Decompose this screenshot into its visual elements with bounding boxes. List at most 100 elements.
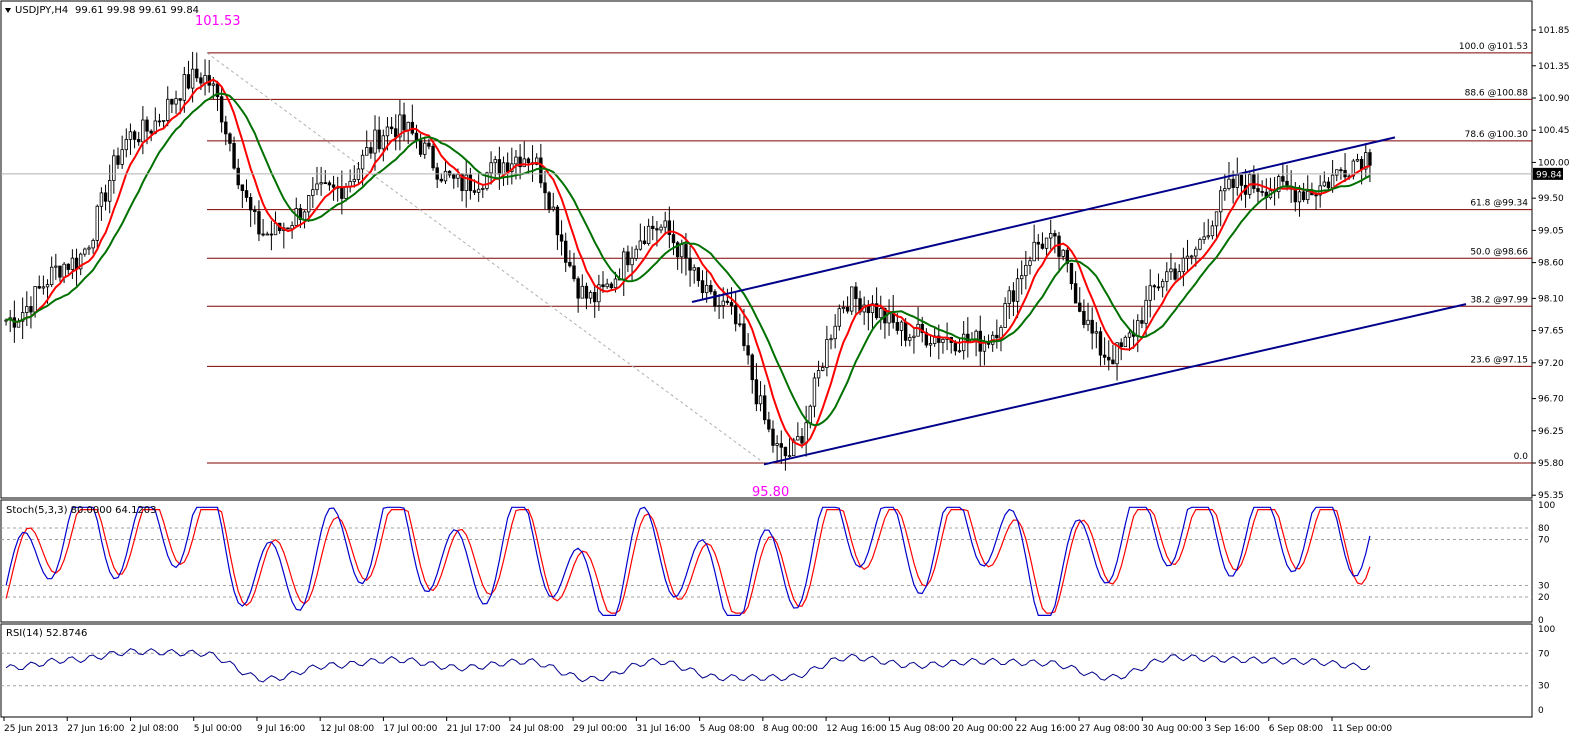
candle-body bbox=[1111, 359, 1115, 365]
candle-body bbox=[215, 83, 220, 98]
candle-body bbox=[572, 265, 576, 280]
candle-body bbox=[389, 126, 394, 130]
candle-body bbox=[157, 120, 162, 123]
candle-body bbox=[137, 139, 141, 143]
candle-body bbox=[738, 323, 742, 326]
candle-body bbox=[721, 300, 725, 306]
candle-body bbox=[481, 188, 485, 190]
candle-body bbox=[1007, 290, 1011, 304]
candle-body bbox=[514, 156, 518, 165]
candle-body bbox=[182, 74, 187, 101]
candle-body bbox=[1032, 241, 1036, 262]
candle-body bbox=[261, 233, 265, 236]
candle-body bbox=[1073, 283, 1078, 304]
main-panel-frame bbox=[0, 0, 1533, 499]
candle-body bbox=[580, 285, 584, 299]
candle-body bbox=[754, 379, 759, 405]
candle-body bbox=[675, 242, 680, 258]
candle-body bbox=[995, 334, 999, 339]
candle-body bbox=[895, 321, 900, 331]
candle-body bbox=[758, 395, 763, 405]
candle-body bbox=[66, 263, 70, 270]
candle-body bbox=[937, 335, 941, 343]
stoch-signal-line bbox=[5, 509, 1371, 614]
time-tick-label: 2 Jul 08:00 bbox=[130, 724, 179, 734]
stoch-tick-label: 30 bbox=[1538, 582, 1550, 592]
price-tick-label: 95.80 bbox=[1538, 459, 1564, 469]
candle-body bbox=[1152, 285, 1157, 288]
candle-body bbox=[327, 182, 332, 186]
candle-body bbox=[1107, 356, 1111, 361]
candle-body bbox=[178, 98, 182, 101]
candle-body bbox=[1252, 174, 1256, 189]
candle-body bbox=[1277, 176, 1281, 193]
candle-body bbox=[489, 162, 493, 174]
candle-body bbox=[1148, 285, 1152, 301]
candle-body bbox=[373, 129, 377, 154]
candle-body bbox=[1260, 191, 1264, 193]
candle-body bbox=[601, 284, 605, 288]
candle-body bbox=[1181, 257, 1186, 273]
candle-body bbox=[630, 257, 634, 266]
candle-body bbox=[1015, 278, 1020, 302]
candle-body bbox=[982, 342, 987, 352]
price-tick-label: 101.85 bbox=[1538, 26, 1570, 36]
candle-body bbox=[692, 267, 696, 271]
candle-body bbox=[1024, 264, 1028, 277]
candle-body bbox=[522, 158, 526, 168]
candle-body bbox=[439, 178, 444, 182]
candle-body bbox=[145, 119, 149, 132]
moving-averages-group bbox=[5, 78, 1371, 448]
triangle-down-icon[interactable] bbox=[5, 8, 11, 13]
candle-body bbox=[526, 158, 531, 164]
candle-body bbox=[377, 129, 381, 150]
candle-body bbox=[547, 192, 551, 210]
time-tick-label: 21 Jul 17:00 bbox=[447, 724, 501, 734]
candle-body bbox=[1189, 255, 1194, 258]
candle-body bbox=[1061, 249, 1065, 257]
candle-body bbox=[1218, 190, 1223, 213]
channel-group bbox=[691, 136, 1467, 466]
candle-body bbox=[874, 303, 879, 319]
channel-lower-line bbox=[763, 303, 1467, 466]
candle-body bbox=[1206, 235, 1210, 238]
time-tick-label: 25 Jun 2013 bbox=[4, 724, 58, 734]
candle-body bbox=[452, 174, 456, 179]
candle-body bbox=[485, 172, 489, 189]
candle-body bbox=[597, 284, 601, 303]
price-tick-label: 99.05 bbox=[1538, 226, 1564, 236]
candle-body bbox=[1165, 271, 1169, 282]
candle-body bbox=[456, 173, 460, 179]
candle-body bbox=[497, 159, 502, 175]
candle-body bbox=[1173, 268, 1177, 280]
candle-body bbox=[564, 240, 568, 263]
candle-body bbox=[551, 206, 555, 210]
candle-body bbox=[1339, 169, 1343, 172]
candle-body bbox=[124, 139, 128, 151]
candle-body bbox=[431, 145, 435, 169]
candle-body bbox=[1314, 194, 1318, 197]
candle-body bbox=[468, 174, 473, 192]
candle-body bbox=[33, 286, 37, 313]
candle-body bbox=[646, 225, 651, 244]
candle-body bbox=[232, 142, 236, 169]
candle-body bbox=[1020, 275, 1024, 280]
candle-body bbox=[402, 114, 406, 131]
time-tick-label: 15 Aug 08:00 bbox=[889, 724, 950, 734]
candle-body bbox=[821, 367, 825, 371]
candle-body bbox=[899, 321, 904, 331]
candle-body bbox=[1326, 181, 1331, 189]
candle-body bbox=[120, 149, 124, 165]
low-annotation: 95.80 bbox=[752, 485, 789, 500]
candle-body bbox=[684, 244, 688, 259]
candle-body bbox=[622, 251, 626, 280]
candle-body bbox=[352, 179, 356, 182]
fib-diagonal bbox=[206, 52, 765, 464]
time-tick-label: 27 Jun 16:00 bbox=[67, 724, 124, 734]
candle-body bbox=[638, 240, 643, 250]
candle-body bbox=[543, 182, 547, 194]
candle-body bbox=[1003, 303, 1007, 328]
